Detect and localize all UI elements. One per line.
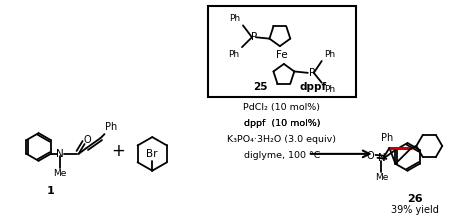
Text: 39% yield: 39% yield [391, 205, 438, 215]
Text: 1: 1 [46, 186, 55, 196]
Text: Ph: Ph [381, 133, 393, 143]
Text: Fe: Fe [276, 50, 288, 60]
Text: N: N [378, 153, 385, 163]
Text: P: P [251, 32, 257, 42]
Text: dppf  (10 mol%): dppf (10 mol%) [244, 119, 320, 128]
Text: P: P [309, 68, 315, 78]
Text: 25: 25 [253, 82, 267, 92]
Text: dppf  (10 mol%): dppf (10 mol%) [244, 119, 320, 128]
Text: K₃PO₄·3H₂O (3.0 equiv): K₃PO₄·3H₂O (3.0 equiv) [228, 135, 337, 144]
Text: diglyme, 100 °C: diglyme, 100 °C [244, 151, 320, 160]
Text: O: O [367, 151, 374, 161]
Text: Br: Br [146, 149, 158, 159]
Text: Ph: Ph [324, 85, 335, 94]
Text: Ph: Ph [105, 122, 118, 132]
Text: Ph: Ph [229, 14, 241, 23]
Text: Me: Me [375, 173, 388, 182]
Text: dppf: dppf [299, 82, 326, 92]
Text: Me: Me [54, 169, 67, 178]
Text: N: N [56, 149, 64, 159]
Text: Ph: Ph [324, 49, 335, 59]
Text: Ph: Ph [228, 49, 239, 59]
Bar [208, 6, 356, 97]
Text: 26: 26 [407, 194, 422, 204]
Text: PdCl₂ (10 mol%): PdCl₂ (10 mol%) [243, 103, 320, 112]
Text: +: + [111, 142, 125, 160]
Text: O: O [84, 135, 91, 145]
